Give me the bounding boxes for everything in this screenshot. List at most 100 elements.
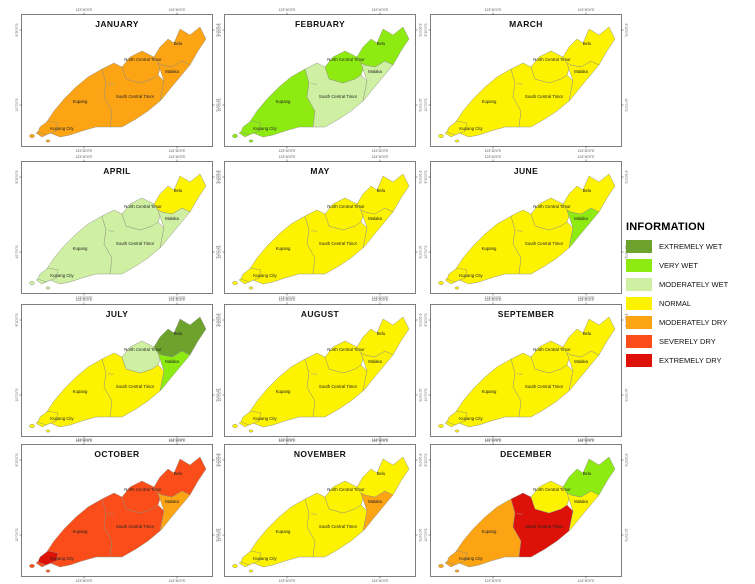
legend-swatch [626, 278, 652, 291]
region-label-kupang: Kupang [73, 99, 88, 104]
region-belu [562, 456, 616, 498]
region-label-belu: Belu [583, 41, 592, 46]
region-label-belu: Belu [583, 188, 592, 193]
region-label-kupang-city: Kupang City [459, 416, 483, 421]
month-title: MARCH [509, 19, 543, 29]
x-tick-label: 124°40'0"E [578, 579, 596, 583]
x-tick-label: 123°40'0"E [485, 579, 503, 583]
small-island [438, 134, 444, 138]
x-tick-label: 124°40'0"E [578, 149, 596, 153]
x-tick-label: 124°40'0"E [169, 149, 187, 153]
region-label-malaka: Malaka [165, 359, 179, 364]
y-tick-label: 9°20'0"S [215, 170, 219, 184]
y-tick-label: 9°20'0"S [418, 313, 422, 327]
y-tick-label: 9°20'0"S [218, 23, 222, 37]
month-title: NOVEMBER [293, 449, 347, 459]
x-tick-label: 124°40'0"E [372, 298, 390, 302]
island-regions [232, 26, 410, 143]
y-tick-label: 10°0'0"S [215, 245, 219, 259]
y-tick-label: 10°0'0"S [15, 528, 19, 542]
x-tick-label: 123°40'0"E [279, 439, 297, 443]
x-tick-label: 123°40'0"E [485, 439, 503, 443]
west-timor-map: 123°40'0"E 124°40'0"E 123°40'0"E 124°40'… [218, 8, 422, 153]
x-tick-label: 123°40'0"E [76, 438, 94, 442]
graticule-labels: 123°40'0"E 124°40'0"E 123°40'0"E 124°40'… [15, 438, 219, 583]
legend-swatch [626, 335, 652, 348]
small-island [45, 429, 51, 433]
x-tick-label: 123°40'0"E [485, 155, 503, 159]
x-tick-label: 123°40'0"E [279, 298, 297, 302]
map-panel-june: JUNE 123°40'0"E 124°40'0"E 123°40'0"E 12… [424, 155, 628, 300]
small-island [232, 281, 238, 285]
x-tick-label: 123°40'0"E [279, 149, 297, 153]
x-tick-label: 123°40'0"E [485, 149, 503, 153]
region-label-north-central-timor: North Central Timor [327, 57, 365, 62]
y-tick-label: 9°20'0"S [418, 170, 422, 184]
graticule-ticks [428, 442, 624, 579]
region-label-kupang-city: Kupang City [50, 273, 74, 278]
small-island [45, 139, 51, 143]
map-panel-august: AUGUST 123°40'0"E 124°40'0"E 123°40'0"E … [218, 298, 422, 443]
legend-swatch [626, 240, 652, 253]
west-timor-map: 123°40'0"E 124°40'0"E 123°40'0"E 124°40'… [15, 8, 219, 153]
graticule-labels: 123°40'0"E 124°40'0"E 123°40'0"E 124°40'… [15, 8, 219, 153]
graticule-ticks [222, 12, 418, 149]
x-tick-label: 124°40'0"E [372, 438, 390, 442]
region-label-north-central-timor: North Central Timor [124, 57, 162, 62]
map-panel-september: SEPTEMBER 123°40'0"E 124°40'0"E 123°40'0… [424, 298, 628, 443]
legend-item-label: NORMAL [659, 299, 692, 308]
region-label-belu: Belu [377, 471, 386, 476]
legend-item-label: EXTREMELY DRY [659, 356, 722, 365]
region-label-kupang: Kupang [276, 529, 291, 534]
legend-items: EXTREMELY WET VERY WET MODERATELY WET NORMA… [626, 240, 752, 367]
region-label-malaka: Malaka [368, 499, 382, 504]
region-label-belu: Belu [377, 188, 386, 193]
region-labels: Kupang Kupang City South Central Timor N… [50, 188, 183, 278]
region-label-belu: Belu [174, 41, 183, 46]
month-title: DECEMBER [500, 449, 552, 459]
region-label-kupang-city: Kupang City [253, 416, 277, 421]
map-panel-february: FEBRUARY 123°40'0"E 124°40'0"E 123°40'0"… [218, 8, 422, 153]
region-belu [153, 173, 207, 215]
region-label-belu: Belu [174, 471, 183, 476]
region-label-belu: Belu [583, 331, 592, 336]
y-tick-label: 9°20'0"S [15, 170, 19, 184]
west-timor-map: 123°40'0"E 124°40'0"E 123°40'0"E 124°40'… [424, 438, 628, 583]
small-map-mark [107, 82, 115, 85]
region-kupang-city [240, 267, 262, 283]
region-label-north-central-timor: North Central Timor [533, 347, 571, 352]
y-tick-label: 10°0'0"S [15, 245, 19, 259]
small-island [438, 281, 444, 285]
x-tick-label: 124°40'0"E [169, 439, 187, 443]
region-label-south-central-timor: South Central Timor [116, 384, 155, 389]
west-timor-map: 123°40'0"E 124°40'0"E 123°40'0"E 124°40'… [424, 155, 628, 300]
y-tick-label: 10°0'0"S [418, 528, 422, 542]
region-labels: Kupang Kupang City South Central Timor N… [459, 471, 592, 561]
region-label-malaka: Malaka [574, 499, 588, 504]
region-label-north-central-timor: North Central Timor [327, 204, 365, 209]
region-labels: Kupang Kupang City South Central Timor N… [459, 331, 592, 421]
map-panel-october: OCTOBER 123°40'0"E 124°40'0"E 123°40'0"E… [15, 438, 219, 583]
island-regions [29, 316, 207, 433]
island-regions [438, 316, 616, 433]
region-label-kupang-city: Kupang City [50, 416, 74, 421]
map-panel-april: APRIL 123°40'0"E 124°40'0"E 123°40'0"E 1… [15, 155, 219, 300]
graticule-ticks [428, 159, 624, 296]
y-tick-label: 10°0'0"S [218, 388, 222, 402]
y-tick-label: 10°0'0"S [218, 98, 222, 112]
region-label-north-central-timor: North Central Timor [533, 204, 571, 209]
small-map-mark [107, 512, 115, 515]
region-label-north-central-timor: North Central Timor [327, 487, 365, 492]
west-timor-map: 123°40'0"E 124°40'0"E 123°40'0"E 124°40'… [424, 298, 628, 443]
island-regions [29, 173, 207, 290]
y-tick-label: 10°0'0"S [418, 98, 422, 112]
y-tick-label: 10°0'0"S [424, 98, 428, 112]
graticule-labels: 123°40'0"E 124°40'0"E 123°40'0"E 124°40'… [218, 438, 422, 583]
small-map-mark [310, 372, 318, 375]
west-timor-map: 123°40'0"E 124°40'0"E 123°40'0"E 124°40'… [218, 155, 422, 300]
region-label-kupang: Kupang [482, 99, 497, 104]
month-title: JUNE [513, 166, 539, 176]
y-tick-label: 10°0'0"S [418, 388, 422, 402]
x-tick-label: 123°40'0"E [279, 579, 297, 583]
small-island [29, 564, 35, 568]
